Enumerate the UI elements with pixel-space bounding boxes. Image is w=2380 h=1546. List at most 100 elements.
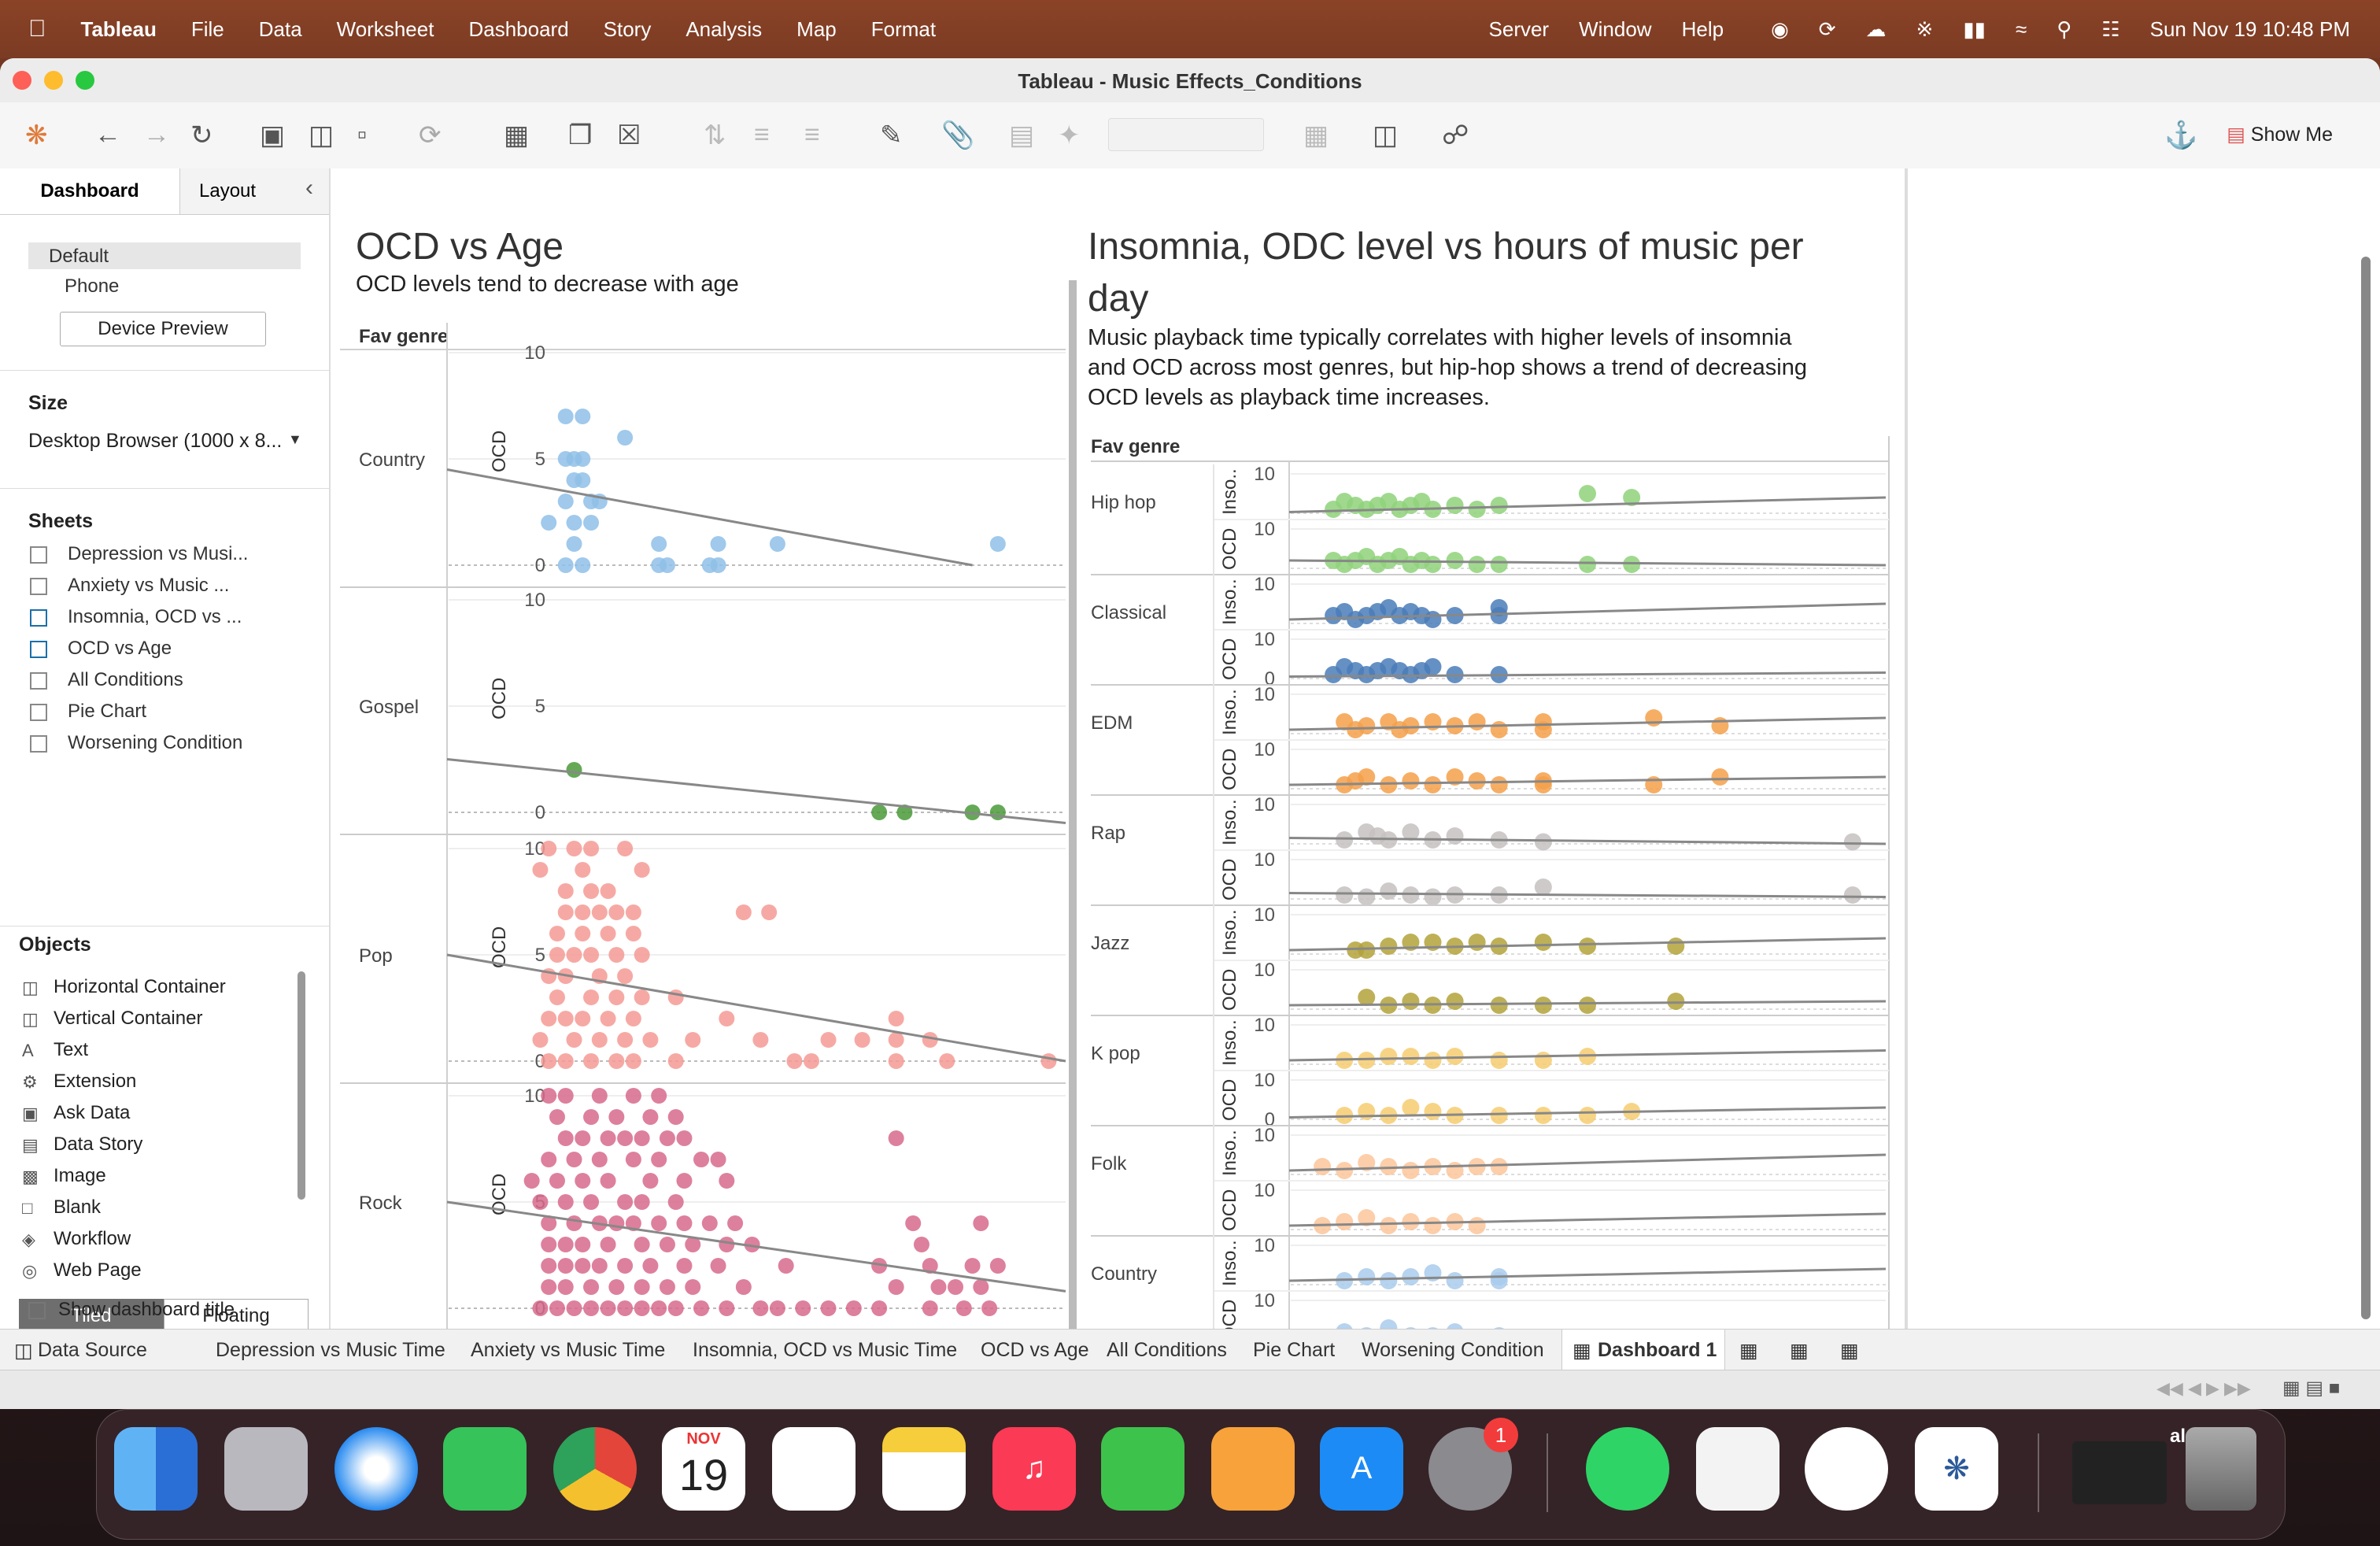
tab-sheet[interactable]: All Conditions <box>1107 1339 1227 1361</box>
launchpad-icon[interactable] <box>224 1427 308 1511</box>
tab-sheet[interactable]: Anxiety vs Music Time <box>471 1339 666 1361</box>
redo-icon[interactable]: ↻ <box>190 120 213 150</box>
music-icon[interactable]: ♫ <box>992 1427 1076 1511</box>
new-data-source-icon[interactable]: ◫ <box>309 120 334 150</box>
pause-updates-icon[interactable]: ▫ <box>357 120 368 150</box>
device-preview-button[interactable]: Device Preview <box>60 312 266 346</box>
messages-icon[interactable] <box>443 1427 527 1511</box>
app-menu[interactable]: Tableau <box>63 17 157 41</box>
menu-dashboard[interactable]: Dashboard <box>450 17 568 41</box>
close-window-icon[interactable] <box>13 71 31 90</box>
tab-sheet[interactable]: Insomnia, OCD vs Music Time <box>693 1339 958 1361</box>
minimize-window-icon[interactable] <box>44 71 63 90</box>
battery-icon[interactable]: ▮▮ <box>1963 17 1986 41</box>
new-story-tab-icon[interactable]: ▦ <box>1840 1340 1859 1362</box>
new-worksheet-icon[interactable]: ▦ <box>504 120 530 150</box>
sheet-item[interactable]: Depression vs Musi... <box>68 543 249 564</box>
tiled-button[interactable]: Tiled <box>19 1299 164 1333</box>
device-phone[interactable]: Phone <box>65 276 120 297</box>
sheet-item[interactable]: Anxiety vs Music ... <box>68 575 230 596</box>
pin-icon[interactable]: ✦ <box>1058 120 1081 150</box>
share-icon[interactable]: ☍ <box>1442 120 1469 150</box>
sort-ascending-icon[interactable]: ≡ <box>754 120 770 150</box>
menu-file[interactable]: File <box>173 17 224 41</box>
object-item[interactable]: Blank <box>54 1196 102 1218</box>
pages-icon[interactable] <box>1211 1427 1295 1511</box>
apple-menu-icon[interactable]:  <box>28 16 46 43</box>
object-item[interactable]: Image <box>54 1165 106 1186</box>
object-item[interactable]: Text <box>54 1039 89 1060</box>
size-dropdown[interactable]: Desktop Browser (1000 x 8... <box>28 430 283 452</box>
object-item[interactable]: Web Page <box>54 1259 142 1281</box>
finder-icon[interactable] <box>114 1427 198 1511</box>
objects-scrollbar[interactable] <box>298 971 305 1200</box>
search-icon[interactable]: ⚲ <box>2057 17 2072 41</box>
swap-icon[interactable]: ⇅ <box>704 120 726 150</box>
wifi-icon[interactable]: ≈ <box>2015 17 2027 41</box>
tab-data-source[interactable]: Data Source <box>38 1339 147 1361</box>
sync-app-icon[interactable] <box>1805 1427 1888 1511</box>
grammarly-icon[interactable]: ◉ <box>1771 17 1789 41</box>
trash-icon[interactable] <box>2186 1427 2256 1511</box>
object-item[interactable]: Ask Data <box>54 1102 131 1123</box>
cloud-icon[interactable]: ☁ <box>1865 17 1887 41</box>
sheet-item[interactable]: Pie Chart <box>68 701 147 722</box>
menu-help[interactable]: Help <box>1681 17 1724 41</box>
menubar-clock[interactable]: Sun Nov 19 10:48 PM <box>2149 17 2350 41</box>
vertical-scrollbar[interactable] <box>2361 257 2371 1319</box>
screenshot-thumbnail[interactable] <box>2072 1441 2167 1504</box>
object-item[interactable]: Vertical Container <box>54 1008 203 1029</box>
new-worksheet-tab-icon[interactable]: ▦ <box>1739 1340 1758 1362</box>
notes-icon[interactable] <box>882 1427 966 1511</box>
clear-sheet-icon[interactable]: ☒ <box>617 120 641 150</box>
sheet-divider[interactable] <box>1069 280 1077 1409</box>
show-title-checkbox[interactable] <box>28 1302 46 1319</box>
sheet-item[interactable]: OCD vs Age <box>68 638 172 659</box>
forward-icon[interactable]: → <box>143 120 170 150</box>
tab-active[interactable] <box>1561 1330 1725 1370</box>
tab-navigation-icon[interactable]: ◀◀ ◀ ▶ ▶▶ <box>2156 1378 2251 1398</box>
object-item[interactable]: Extension <box>54 1071 137 1092</box>
device-default[interactable]: Default <box>49 246 109 267</box>
textedit-icon[interactable] <box>1696 1427 1779 1511</box>
labels-icon[interactable]: ▤ <box>1009 120 1035 150</box>
whatsapp-icon[interactable] <box>1586 1427 1669 1511</box>
duplicate-icon[interactable]: ❐ <box>568 120 593 150</box>
system-settings-icon[interactable]: 1 <box>1428 1418 1518 1511</box>
control-center-icon[interactable]: ☷ <box>2101 17 2120 41</box>
collapse-panel-icon[interactable]: ‹ <box>305 175 313 201</box>
tableau-dock-icon[interactable]: ❋ <box>1915 1427 1998 1511</box>
group-icon[interactable]: 📎 <box>941 120 975 150</box>
refresh-icon[interactable]: ⟳ <box>419 120 442 150</box>
sheet-item[interactable]: Insomnia, OCD vs ... <box>68 606 242 627</box>
numbers-icon[interactable] <box>1101 1427 1184 1511</box>
fit-dropdown[interactable] <box>1108 118 1264 151</box>
app-store-icon[interactable]: A <box>1320 1427 1403 1511</box>
floating-button[interactable]: Floating <box>164 1299 309 1333</box>
tab-sheet[interactable]: OCD vs Age <box>981 1339 1089 1361</box>
view-mode-icon[interactable]: ▦ ▤ ■ <box>2282 1378 2341 1399</box>
menu-data[interactable]: Data <box>241 17 302 41</box>
device-default-row[interactable] <box>28 242 301 269</box>
back-icon[interactable]: ← <box>94 120 121 150</box>
presentation-mode-icon[interactable]: ◫ <box>1373 120 1399 150</box>
sync-icon[interactable]: ⟳ <box>1818 17 1836 41</box>
tab-layout[interactable]: Layout <box>179 168 329 214</box>
save-icon[interactable]: ▣ <box>260 120 286 150</box>
tab-dashboard-1[interactable]: Dashboard 1 <box>1598 1339 1717 1361</box>
menu-server[interactable]: Server <box>1488 17 1550 41</box>
tab-sheet[interactable]: Depression vs Music Time <box>216 1339 445 1361</box>
menu-map[interactable]: Map <box>778 17 837 41</box>
calendar-icon[interactable]: NOV 19 <box>662 1427 745 1511</box>
tab-sheet[interactable]: Pie Chart <box>1253 1339 1336 1361</box>
safari-icon[interactable] <box>334 1427 418 1511</box>
tab-sheet[interactable]: Worsening Condition <box>1362 1339 1544 1361</box>
show-me-button[interactable]: ▤ Show Me <box>2227 123 2333 146</box>
highlight-icon[interactable]: ✎ <box>880 120 903 150</box>
object-item[interactable]: Data Story <box>54 1134 143 1155</box>
menu-worksheet[interactable]: Worksheet <box>319 17 434 41</box>
reminders-icon[interactable] <box>772 1427 856 1511</box>
tableau-logo-icon[interactable]: ❋ <box>25 120 48 150</box>
zoom-window-icon[interactable] <box>76 71 94 90</box>
menu-window[interactable]: Window <box>1579 17 1652 41</box>
